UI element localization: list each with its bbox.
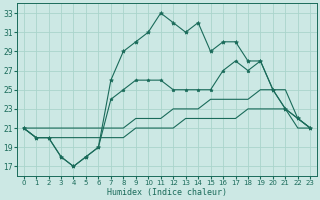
X-axis label: Humidex (Indice chaleur): Humidex (Indice chaleur) <box>107 188 227 197</box>
